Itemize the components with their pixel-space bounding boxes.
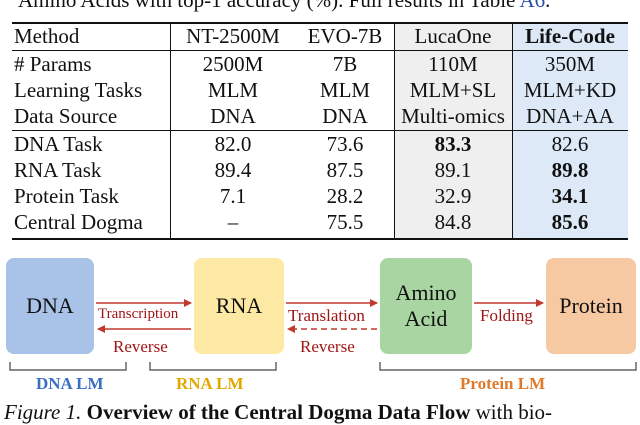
- table-cell: DNA: [210, 104, 256, 128]
- table-cell: 7.1: [219, 184, 247, 208]
- dna-box-label: DNA: [26, 293, 74, 318]
- table-cell: 73.6: [326, 132, 364, 156]
- top-caption-text: Amino Acids with top-1 accuracy (%). Ful…: [18, 0, 520, 12]
- table-cell: 28.2: [326, 184, 364, 208]
- table-top-rule: [12, 22, 628, 24]
- table-cell: Multi-omics: [401, 104, 505, 128]
- rna-lm-bracket: [149, 362, 277, 371]
- header-nt-2500m: NT-2500M: [186, 24, 280, 48]
- table-cell: 89.1: [434, 158, 472, 182]
- transcription-label: Transcription: [98, 306, 179, 322]
- figure-caption-title: Overview of the Central Dogma Data Flow: [86, 400, 471, 424]
- table-cell: DNA: [322, 104, 368, 128]
- header-method: Method: [14, 24, 80, 48]
- table-mid-rule: [12, 130, 628, 131]
- table-cell: 110M: [428, 52, 478, 76]
- flow-arrows: [9, 299, 637, 371]
- rna-lm-label: RNA LM: [176, 374, 244, 393]
- rna-box: RNA: [194, 258, 284, 354]
- reverse-transcription-label: Reverse: [113, 337, 168, 356]
- row-label-params: # Params: [14, 52, 92, 76]
- amino-box-label-line1: Amino: [395, 280, 457, 305]
- table-cell: 82.6: [551, 132, 589, 156]
- table-cell-best: 34.1: [551, 184, 589, 208]
- amino-acid-box: Amino Acid: [380, 258, 472, 354]
- lucaone-column-shade: [394, 22, 512, 240]
- table-bottom-rule: [12, 238, 628, 240]
- table-cell: 87.5: [326, 158, 364, 182]
- top-caption-end: .: [545, 0, 551, 12]
- table-cell: 350M: [544, 52, 596, 76]
- table-cell: 89.4: [214, 158, 252, 182]
- row-label-protein-task: Protein Task: [14, 184, 119, 208]
- table-cell: 32.9: [434, 184, 472, 208]
- table-vline: [394, 22, 395, 240]
- figure-caption-rest: with bio-: [475, 400, 553, 424]
- row-label-rna-task: RNA Task: [14, 158, 102, 182]
- table-cell: DNA+AA: [526, 104, 614, 128]
- table-cell: MLM: [207, 78, 259, 102]
- row-label-dna-task: DNA Task: [14, 132, 103, 156]
- amino-box-label-line2: Acid: [404, 306, 448, 331]
- table-cell: MLM+KD: [523, 78, 617, 102]
- table-vline: [170, 22, 171, 240]
- dna-lm-label: DNA LM: [36, 374, 104, 393]
- header-life-code: Life-Code: [525, 24, 615, 48]
- rna-box-label: RNA: [215, 293, 263, 318]
- table-cell-best: 83.3: [434, 132, 472, 156]
- life-code-column-shade: [512, 22, 628, 240]
- table-cell: 75.5: [326, 210, 364, 234]
- header-evo-7b: EVO-7B: [307, 24, 383, 48]
- table-cell: 7B: [332, 52, 358, 76]
- protein-lm-bracket: [379, 362, 637, 371]
- dna-box: DNA: [6, 258, 94, 354]
- dna-lm-bracket: [9, 362, 127, 371]
- table-cell: 84.8: [434, 210, 472, 234]
- header-lucaone: LucaOne: [414, 24, 492, 48]
- table-cell: 82.0: [214, 132, 252, 156]
- translation-label: Translation: [288, 306, 365, 325]
- row-label-central-dogma: Central Dogma: [14, 210, 143, 234]
- top-caption: Amino Acids with top-1 accuracy (%). Ful…: [18, 0, 550, 13]
- row-label-learning-tasks: Learning Tasks: [14, 78, 143, 102]
- folding-label: Folding: [480, 306, 533, 325]
- table-cell-best: 89.8: [551, 158, 589, 182]
- protein-lm-label: Protein LM: [460, 374, 546, 393]
- central-dogma-figure: DNA RNA Amino Acid Protein Transcription…: [0, 250, 640, 400]
- protein-box-label: Protein: [559, 293, 623, 318]
- table-cell: MLM: [319, 78, 371, 102]
- reverse-translation-label: Reverse: [300, 337, 355, 356]
- figure-caption: Figure 1. Overview of the Central Dogma …: [4, 400, 552, 425]
- table-reference-link[interactable]: A6: [519, 0, 546, 12]
- table-cell: 2500M: [202, 52, 264, 76]
- table-vline: [512, 22, 513, 240]
- table-cell: MLM+SL: [409, 78, 497, 102]
- table-cell: –: [227, 210, 239, 234]
- table-header-rule: [12, 50, 628, 51]
- protein-box: Protein: [546, 258, 636, 354]
- row-label-data-source: Data Source: [14, 104, 118, 128]
- table-cell-best: 85.6: [551, 210, 589, 234]
- figure-number: Figure 1.: [4, 400, 82, 424]
